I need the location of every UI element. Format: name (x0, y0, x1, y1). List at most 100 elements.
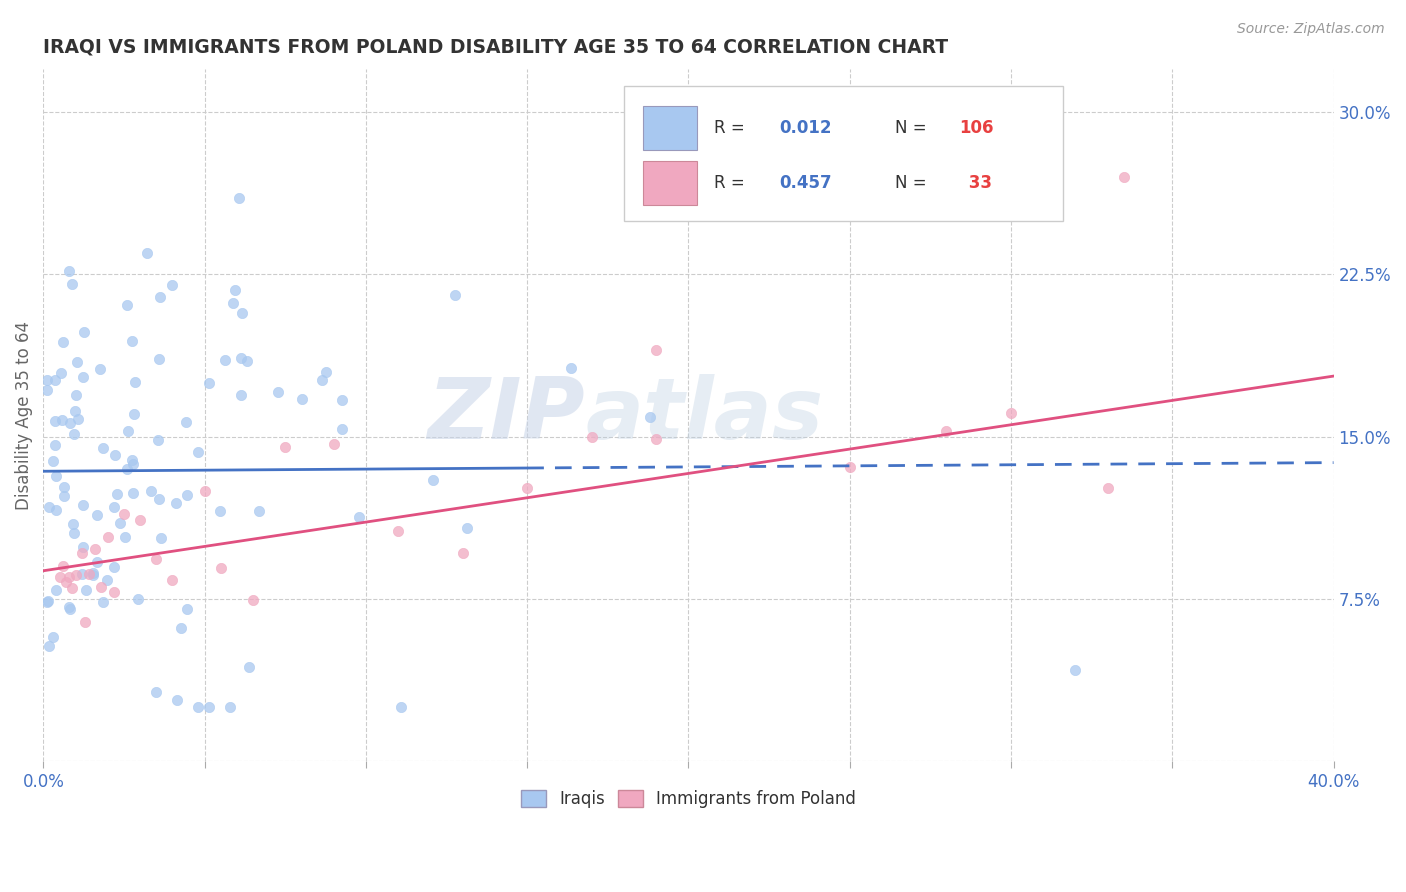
Point (86, 556, 108, 570)
Point (122, 457, 145, 471)
Point (139, 483, 162, 498)
Point (44, 414, 66, 428)
Point (231, 351, 253, 366)
Point (150, 531, 173, 545)
Point (231, 388, 253, 402)
Point (645, 432, 668, 446)
Point (198, 700, 221, 714)
Point (112, 508, 135, 522)
Point (35, 373, 58, 387)
Point (82, 566, 104, 580)
Point (330, 393, 353, 408)
Point (59, 416, 82, 430)
Point (72, 498, 94, 512)
Point (122, 407, 145, 421)
Point (103, 584, 125, 599)
Point (60, 277, 83, 292)
Text: atlas: atlas (585, 374, 824, 457)
Point (186, 700, 208, 714)
Text: ZIP: ZIP (427, 374, 585, 457)
Point (105, 486, 128, 500)
Point (176, 488, 198, 502)
Point (166, 693, 188, 707)
Point (55, 574, 77, 589)
Point (44, 438, 66, 452)
Point (129, 513, 152, 527)
Point (1097, 481, 1119, 495)
Point (58, 263, 80, 277)
Point (52, 334, 75, 349)
Point (198, 376, 221, 391)
Text: R =: R = (714, 119, 751, 136)
Point (110, 516, 132, 530)
Point (45, 503, 67, 517)
Point (274, 440, 297, 454)
Point (581, 430, 603, 444)
Point (456, 521, 478, 535)
Point (247, 503, 270, 517)
Point (645, 343, 668, 358)
Point (66, 355, 89, 369)
FancyBboxPatch shape (644, 105, 697, 150)
Point (267, 384, 290, 399)
Point (58, 600, 80, 615)
Point (62, 426, 84, 441)
Point (86, 508, 108, 522)
Point (146, 433, 169, 447)
Point (117, 424, 139, 438)
Point (148, 351, 170, 366)
Point (1064, 663, 1087, 677)
Point (35, 383, 58, 397)
Point (127, 592, 149, 607)
Point (236, 354, 259, 368)
Point (208, 504, 231, 518)
Point (451, 546, 474, 560)
Point (49, 367, 72, 381)
Point (91, 594, 114, 608)
Point (48, 570, 70, 584)
Point (224, 283, 246, 297)
Text: N =: N = (894, 119, 932, 136)
Point (187, 445, 209, 459)
Point (935, 425, 957, 439)
Point (121, 452, 143, 467)
Point (63, 404, 86, 418)
Point (145, 685, 167, 699)
Point (638, 409, 661, 424)
Point (222, 296, 245, 310)
Point (315, 365, 337, 379)
Point (65, 388, 87, 402)
Point (174, 415, 197, 429)
Point (560, 361, 582, 376)
Point (214, 353, 236, 368)
Point (117, 298, 139, 312)
Point (1000, 406, 1022, 420)
Point (41, 630, 63, 644)
Point (45, 582, 67, 597)
Point (51, 413, 73, 427)
Text: N =: N = (894, 174, 932, 192)
Point (70, 546, 93, 560)
Point (322, 436, 344, 450)
Point (52, 480, 75, 494)
Point (124, 376, 146, 390)
FancyBboxPatch shape (644, 161, 697, 205)
Point (53, 489, 76, 503)
Point (52, 559, 75, 574)
Point (38, 500, 60, 514)
Point (91, 441, 114, 455)
Point (104, 448, 127, 462)
Point (72, 370, 94, 384)
Point (97, 531, 120, 545)
Point (162, 573, 184, 587)
Text: R =: R = (714, 174, 751, 192)
Point (387, 524, 409, 538)
Point (291, 392, 314, 406)
Point (148, 491, 170, 506)
Point (218, 700, 240, 714)
Point (242, 592, 264, 607)
Point (103, 500, 125, 514)
Point (149, 289, 172, 303)
Point (176, 601, 198, 615)
Point (59, 602, 82, 616)
